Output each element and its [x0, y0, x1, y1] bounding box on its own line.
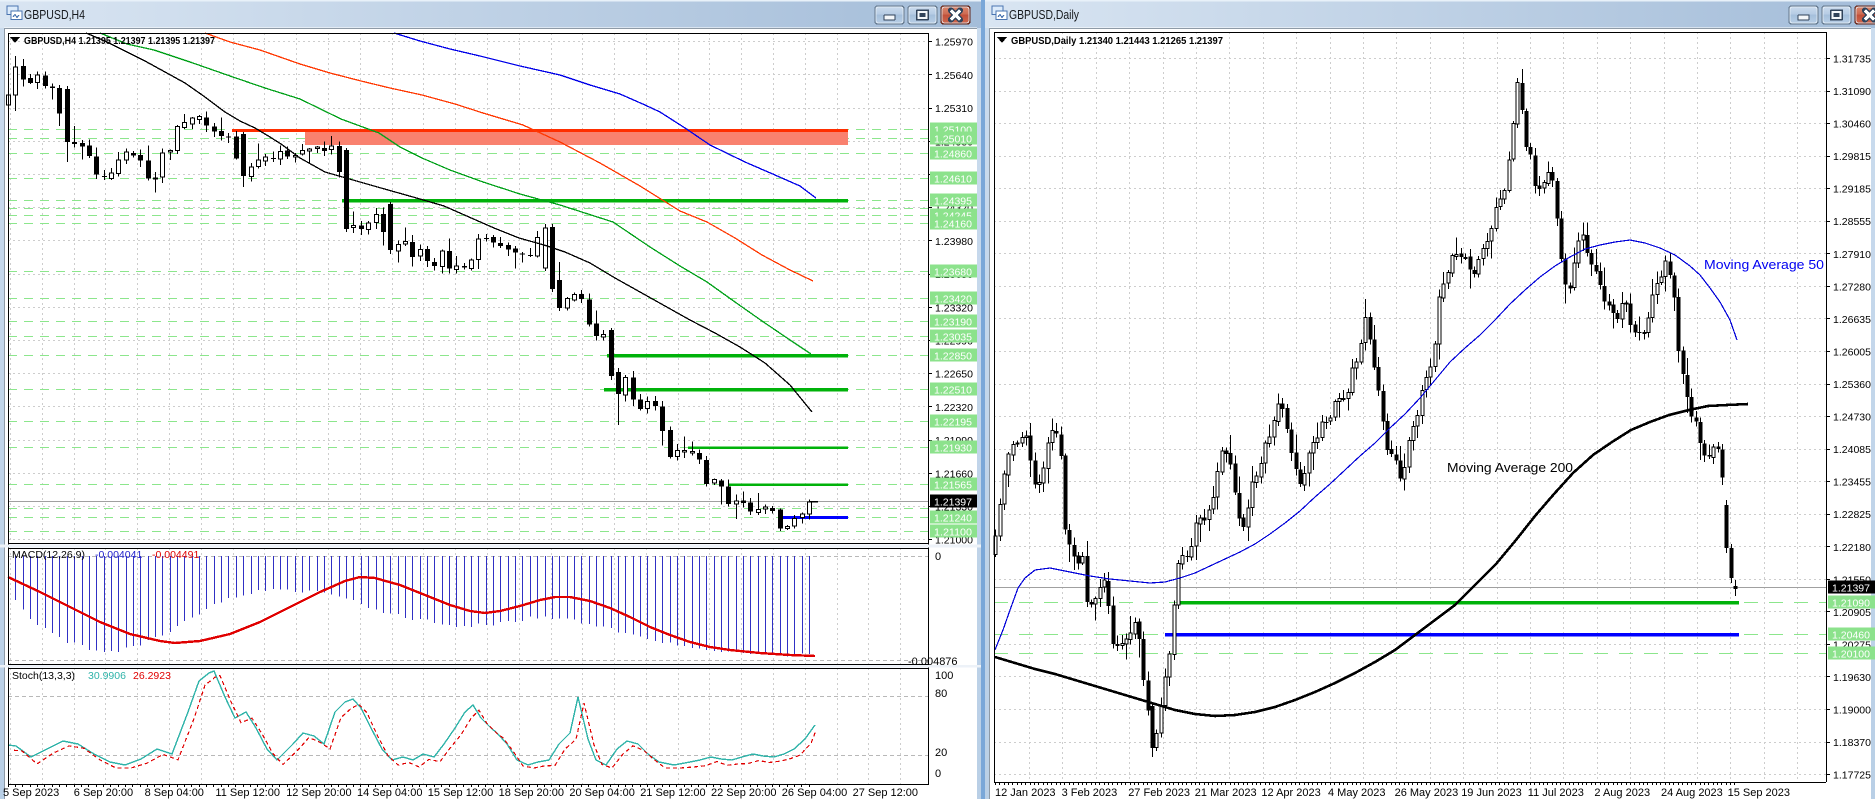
svg-text:15 Sep 2023: 15 Sep 2023	[1728, 787, 1790, 799]
svg-text:8 Sep 04:00: 8 Sep 04:00	[145, 787, 204, 799]
svg-text:1.29815: 1.29815	[1833, 151, 1871, 163]
svg-text:19 Jun 2023: 19 Jun 2023	[1461, 787, 1522, 799]
svg-text:1.24860: 1.24860	[934, 149, 972, 161]
svg-text:1.23190: 1.23190	[934, 317, 972, 329]
svg-text:1.21565: 1.21565	[934, 480, 972, 492]
svg-text:1.25970: 1.25970	[935, 37, 973, 49]
svg-text:21 Mar 2023: 21 Mar 2023	[1195, 787, 1257, 799]
svg-text:1.22850: 1.22850	[934, 351, 972, 363]
svg-text:1.24395: 1.24395	[934, 196, 972, 208]
svg-text:1.25310: 1.25310	[935, 103, 973, 115]
svg-text:GBPUSD,H4: GBPUSD,H4	[24, 8, 85, 22]
svg-text:1.19630: 1.19630	[1833, 672, 1871, 684]
svg-text:1.21930: 1.21930	[934, 443, 972, 455]
svg-text:24 Aug 2023: 24 Aug 2023	[1661, 787, 1723, 799]
svg-text:1.21090: 1.21090	[1832, 598, 1870, 610]
svg-text:Stoch(13,3,3): Stoch(13,3,3)	[12, 670, 75, 682]
svg-text:1.22510: 1.22510	[934, 385, 972, 397]
svg-text:1.21397: 1.21397	[934, 497, 972, 509]
svg-text:18 Sep 20:00: 18 Sep 20:00	[499, 787, 564, 799]
svg-text:1.25640: 1.25640	[935, 70, 973, 82]
svg-text:20: 20	[935, 747, 947, 759]
svg-text:1.22180: 1.22180	[1833, 542, 1871, 554]
svg-text:26 Sep 04:00: 26 Sep 04:00	[782, 787, 847, 799]
svg-text:1.20905: 1.20905	[1833, 607, 1871, 619]
svg-text:30.9906: 30.9906	[88, 670, 126, 682]
svg-text:1.23980: 1.23980	[935, 236, 973, 248]
svg-text:1.18370: 1.18370	[1833, 737, 1871, 749]
svg-text:1.21660: 1.21660	[935, 468, 973, 480]
svg-text:1.23420: 1.23420	[934, 294, 972, 306]
svg-text:1.22825: 1.22825	[1833, 509, 1871, 521]
svg-text:1.22650: 1.22650	[935, 369, 973, 381]
svg-text:100: 100	[935, 670, 953, 682]
svg-text:1.23035: 1.23035	[934, 332, 972, 344]
svg-text:11 Sep 12:00: 11 Sep 12:00	[215, 787, 280, 799]
svg-text:1.31090: 1.31090	[1833, 86, 1871, 98]
svg-text:1.24610: 1.24610	[934, 174, 972, 186]
svg-text:Moving Average 50: Moving Average 50	[1704, 257, 1824, 272]
svg-text:6 Sep 20:00: 6 Sep 20:00	[74, 787, 133, 799]
svg-text:0: 0	[935, 768, 941, 780]
svg-text:0: 0	[935, 551, 941, 563]
svg-text:1.24160: 1.24160	[934, 219, 972, 231]
svg-text:1.21397: 1.21397	[1832, 583, 1870, 595]
svg-text:22 Sep 20:00: 22 Sep 20:00	[711, 787, 776, 799]
svg-text:1.27910: 1.27910	[1833, 249, 1871, 261]
svg-text:27 Sep 12:00: 27 Sep 12:00	[853, 787, 918, 799]
svg-text:1.23455: 1.23455	[1833, 477, 1871, 489]
svg-text:14 Sep 04:00: 14 Sep 04:00	[357, 787, 422, 799]
svg-text:1.24085: 1.24085	[1833, 444, 1871, 456]
svg-text:27 Feb 2023: 27 Feb 2023	[1128, 787, 1190, 799]
svg-text:11 Jul 2023: 11 Jul 2023	[1528, 787, 1584, 799]
svg-text:1.23320: 1.23320	[935, 302, 973, 314]
svg-text:-0.004876: -0.004876	[908, 656, 958, 668]
svg-text:20 Sep 04:00: 20 Sep 04:00	[569, 787, 634, 799]
svg-text:1.21000: 1.21000	[935, 535, 973, 547]
svg-text:1.17725: 1.17725	[1833, 770, 1871, 782]
svg-text:15 Sep 12:00: 15 Sep 12:00	[428, 787, 493, 799]
svg-text:-0.004041: -0.004041	[95, 549, 142, 561]
svg-text:1.23680: 1.23680	[934, 267, 972, 279]
svg-text:5 Sep 2023: 5 Sep 2023	[3, 787, 59, 799]
svg-text:1.21240: 1.21240	[934, 513, 972, 525]
svg-text:12 Jan 2023: 12 Jan 2023	[995, 787, 1056, 799]
svg-text:1.27280: 1.27280	[1833, 281, 1871, 293]
svg-text:1.25360: 1.25360	[1833, 379, 1871, 391]
svg-text:1.24730: 1.24730	[1833, 412, 1871, 424]
svg-text:1.26005: 1.26005	[1833, 346, 1871, 358]
svg-text:1.19000: 1.19000	[1833, 705, 1871, 717]
svg-text:26.2923: 26.2923	[133, 670, 171, 682]
svg-text:1.29185: 1.29185	[1833, 184, 1871, 196]
svg-text:GBPUSD,Daily 1.21340 1.21443: GBPUSD,Daily 1.21340 1.21443 1.21265 1.2…	[1011, 35, 1223, 47]
svg-text:-0.004491: -0.004491	[152, 549, 199, 561]
svg-text:GBPUSD,Daily: GBPUSD,Daily	[1009, 8, 1080, 22]
svg-text:12 Apr 2023: 12 Apr 2023	[1261, 787, 1320, 799]
svg-text:1.26635: 1.26635	[1833, 314, 1871, 326]
svg-text:1.25010: 1.25010	[934, 134, 972, 146]
svg-text:Moving Average 200: Moving Average 200	[1447, 460, 1573, 475]
svg-text:26 May 2023: 26 May 2023	[1395, 787, 1459, 799]
svg-text:1.22195: 1.22195	[934, 417, 972, 429]
svg-text:1.21100: 1.21100	[934, 527, 972, 539]
svg-text:1.31735: 1.31735	[1833, 54, 1871, 66]
svg-text:80: 80	[935, 688, 947, 700]
svg-text:GBPUSD,H4 1.21395 1.21397 1.2: GBPUSD,H4 1.21395 1.21397 1.21395 1.2139…	[24, 35, 215, 47]
svg-text:3 Feb 2023: 3 Feb 2023	[1062, 787, 1118, 799]
svg-text:1.30460: 1.30460	[1833, 119, 1871, 131]
svg-text:4 May 2023: 4 May 2023	[1328, 787, 1385, 799]
svg-text:21 Sep 12:00: 21 Sep 12:00	[640, 787, 705, 799]
svg-text:1.22320: 1.22320	[935, 402, 973, 414]
svg-text:1.20460: 1.20460	[1832, 630, 1870, 642]
svg-text:MACD(12,26,9): MACD(12,26,9)	[12, 549, 85, 561]
svg-text:1.28555: 1.28555	[1833, 216, 1871, 228]
svg-text:2 Aug 2023: 2 Aug 2023	[1594, 787, 1650, 799]
svg-text:12 Sep 20:00: 12 Sep 20:00	[286, 787, 351, 799]
svg-text:1.20100: 1.20100	[1832, 649, 1870, 661]
